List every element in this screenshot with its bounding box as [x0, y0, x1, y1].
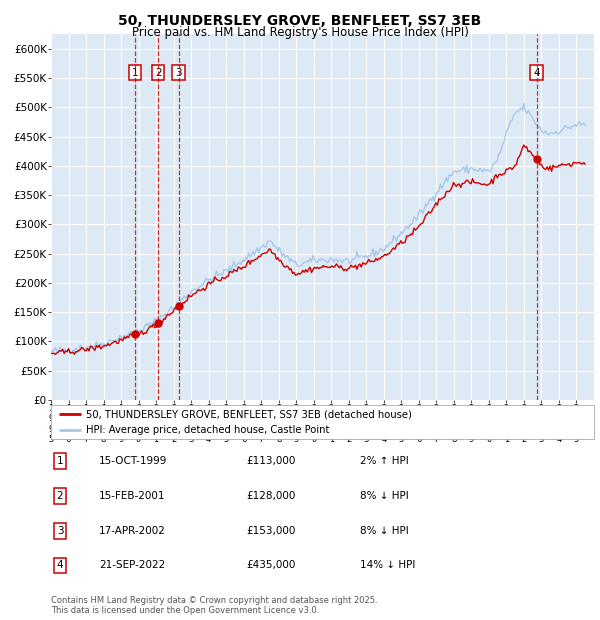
Text: 1: 1 [131, 68, 138, 78]
Text: 3: 3 [56, 526, 64, 536]
Text: 3: 3 [175, 68, 182, 78]
Text: 50, THUNDERSLEY GROVE, BENFLEET, SS7 3EB: 50, THUNDERSLEY GROVE, BENFLEET, SS7 3EB [118, 14, 482, 28]
Text: 8% ↓ HPI: 8% ↓ HPI [360, 526, 409, 536]
Text: 1: 1 [56, 456, 64, 466]
Text: 4: 4 [533, 68, 540, 78]
Text: 50, THUNDERSLEY GROVE, BENFLEET, SS7 3EB (detached house): 50, THUNDERSLEY GROVE, BENFLEET, SS7 3EB… [86, 409, 412, 419]
Text: Price paid vs. HM Land Registry's House Price Index (HPI): Price paid vs. HM Land Registry's House … [131, 26, 469, 39]
Text: 14% ↓ HPI: 14% ↓ HPI [360, 560, 415, 570]
Text: £113,000: £113,000 [246, 456, 295, 466]
Text: HPI: Average price, detached house, Castle Point: HPI: Average price, detached house, Cast… [86, 425, 329, 435]
Text: 2: 2 [155, 68, 161, 78]
Text: 4: 4 [56, 560, 64, 570]
Text: 2% ↑ HPI: 2% ↑ HPI [360, 456, 409, 466]
Text: £153,000: £153,000 [246, 526, 295, 536]
Text: 15-OCT-1999: 15-OCT-1999 [99, 456, 167, 466]
Text: 2: 2 [56, 491, 64, 501]
Text: £128,000: £128,000 [246, 491, 295, 501]
Text: 15-FEB-2001: 15-FEB-2001 [99, 491, 166, 501]
Text: £435,000: £435,000 [246, 560, 295, 570]
Text: 8% ↓ HPI: 8% ↓ HPI [360, 491, 409, 501]
Text: 21-SEP-2022: 21-SEP-2022 [99, 560, 165, 570]
Text: 17-APR-2002: 17-APR-2002 [99, 526, 166, 536]
Text: Contains HM Land Registry data © Crown copyright and database right 2025.
This d: Contains HM Land Registry data © Crown c… [51, 596, 377, 615]
